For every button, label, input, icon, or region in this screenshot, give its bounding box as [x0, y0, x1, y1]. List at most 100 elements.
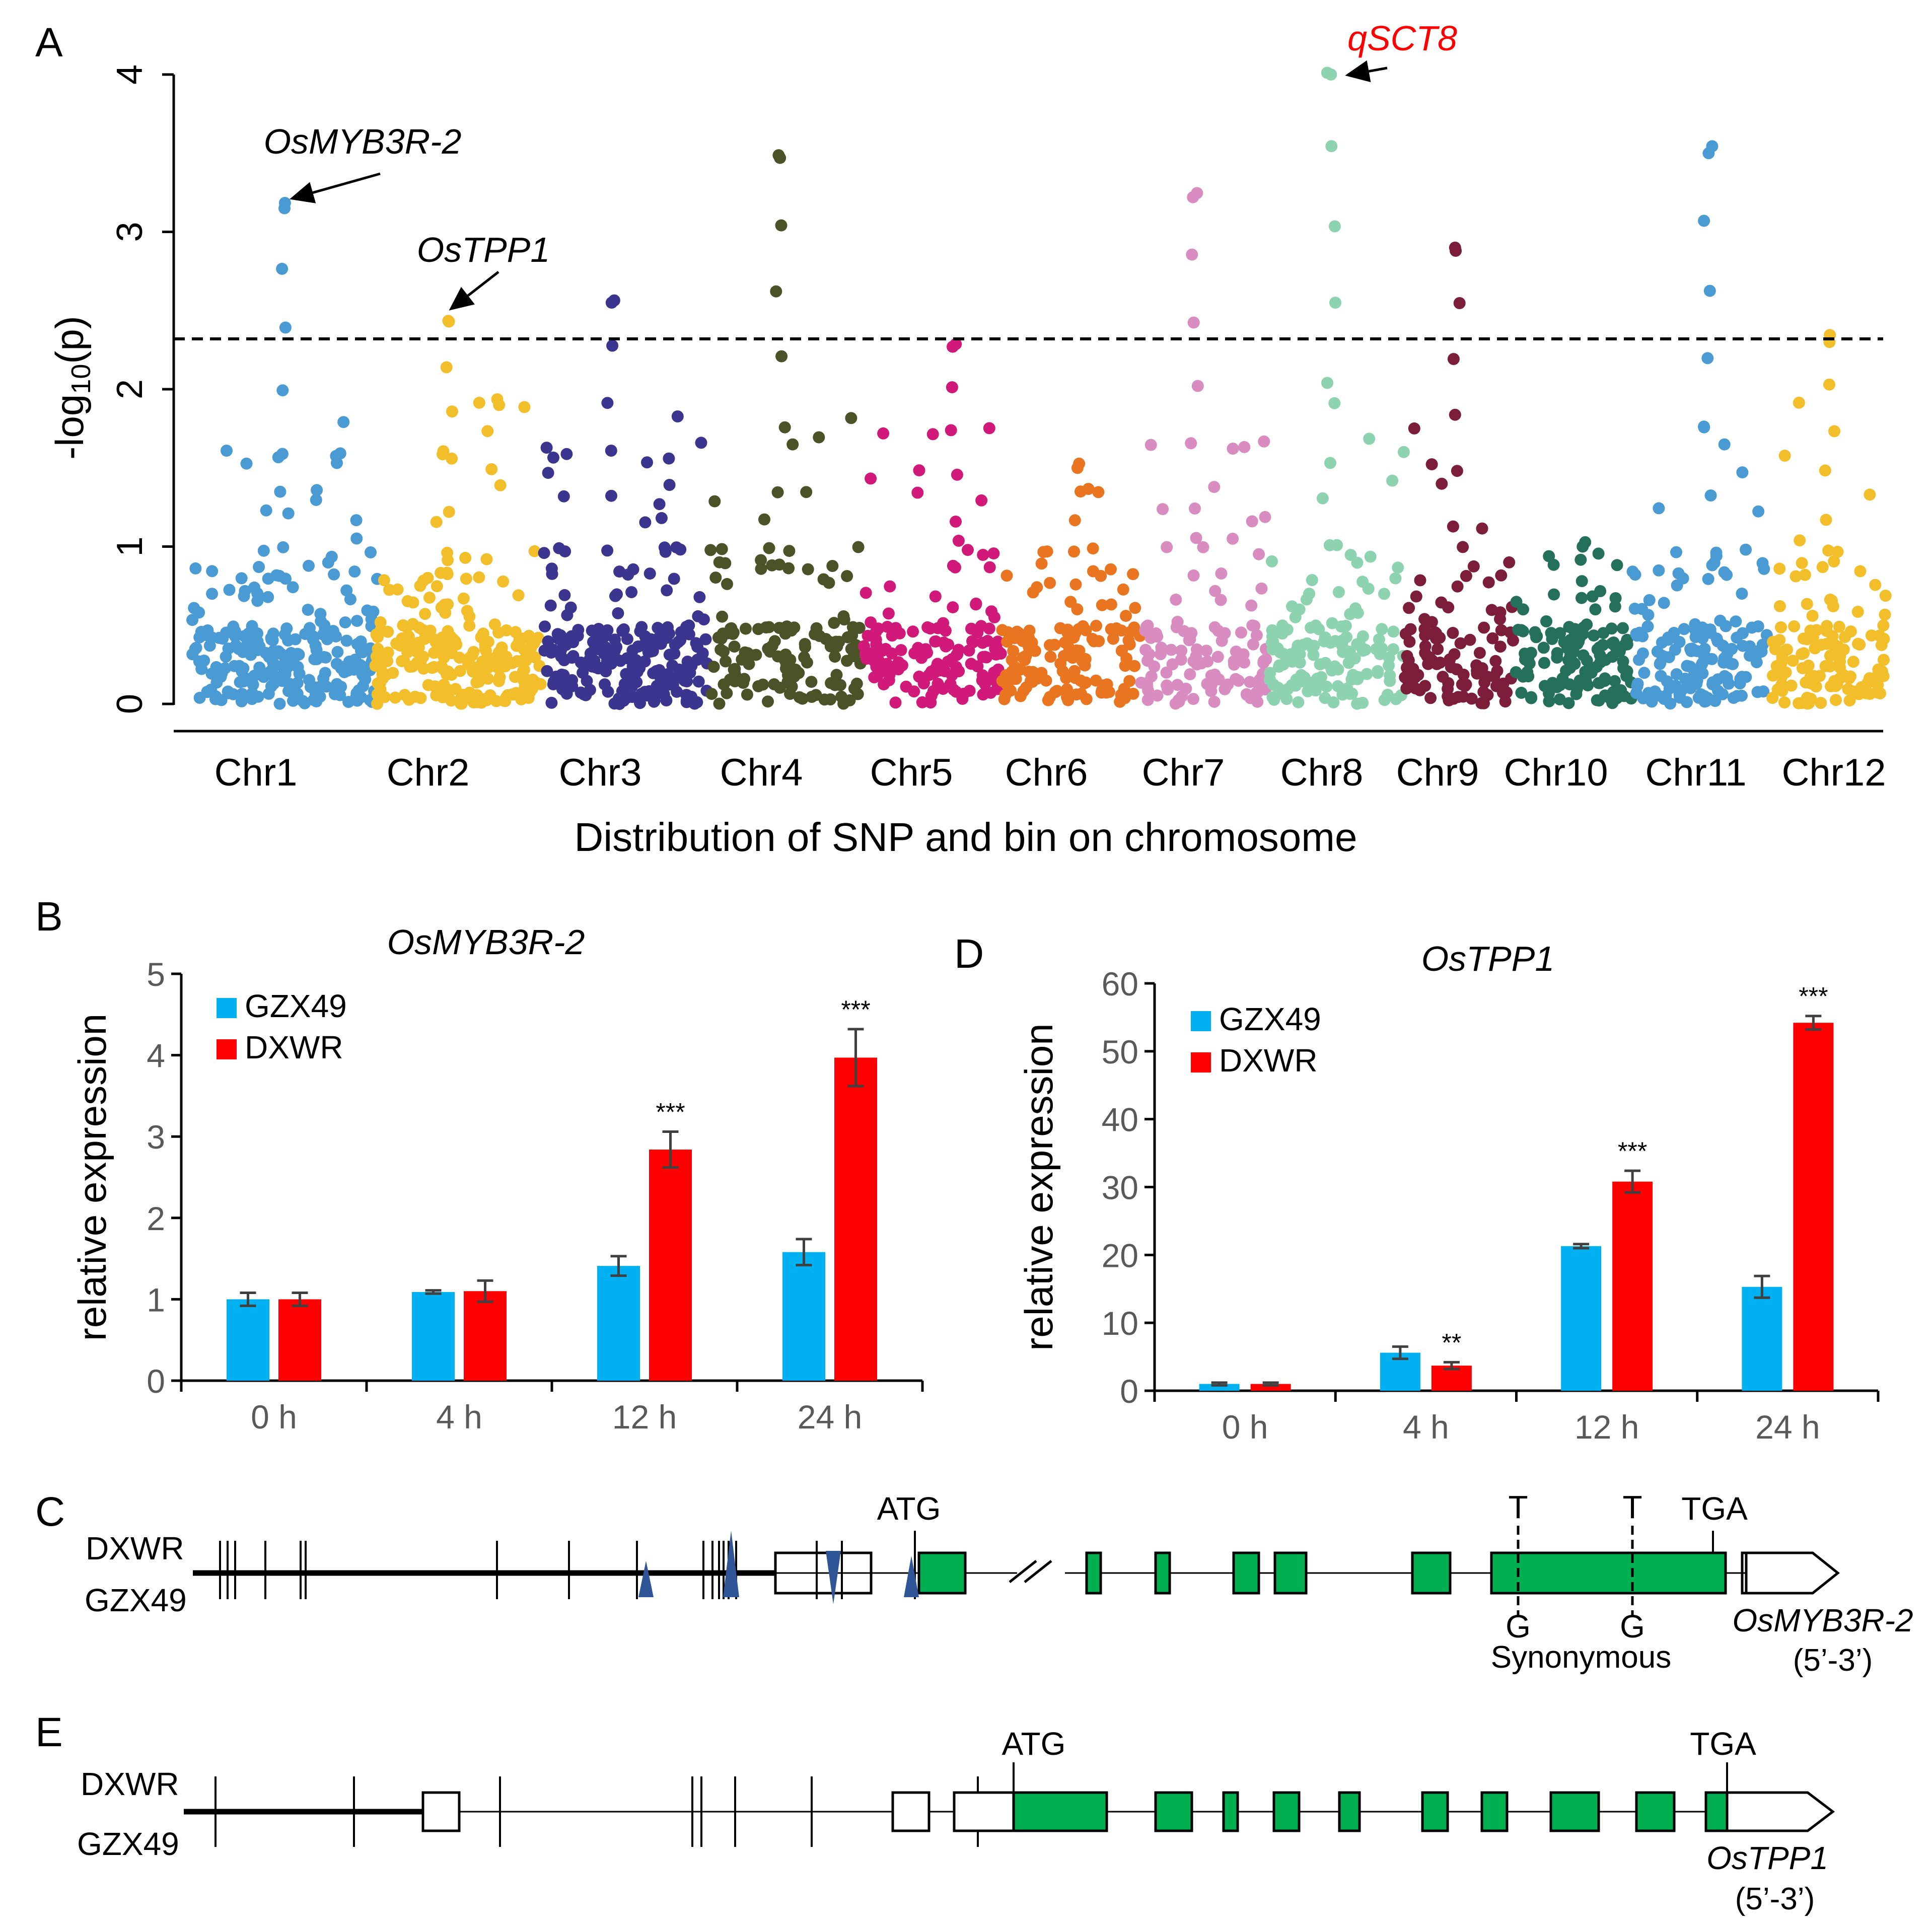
snp-point	[1799, 568, 1811, 581]
snp-point	[1054, 657, 1067, 670]
snp-point	[881, 620, 894, 633]
snp-point	[952, 534, 965, 547]
snp-point	[1830, 694, 1842, 706]
snp-point	[1310, 619, 1322, 632]
snp-point	[220, 651, 232, 663]
snp-point	[1877, 619, 1890, 632]
snp-point	[647, 689, 659, 701]
snp-point	[796, 692, 809, 705]
snp-point	[1390, 693, 1402, 705]
snp-point	[1227, 443, 1239, 455]
panel-label-e: E	[35, 1709, 63, 1755]
snp-point	[1654, 658, 1666, 670]
panel-label-b: B	[35, 894, 63, 940]
snp-point	[282, 507, 295, 520]
snp-point	[1329, 297, 1341, 309]
snp-point	[1860, 687, 1873, 699]
x-tick-label: Chr2	[387, 751, 470, 794]
snp-point	[653, 498, 666, 511]
snp-point	[782, 562, 795, 575]
snp-point	[883, 674, 895, 686]
snp-point	[1127, 568, 1139, 581]
snp-point	[790, 663, 802, 676]
snp-point	[1698, 690, 1710, 702]
snp-point	[189, 562, 202, 575]
gene-e-name: OsTPP1	[1706, 1840, 1828, 1876]
snp-point	[440, 361, 453, 374]
snp-point	[375, 623, 387, 636]
snp-point	[1803, 697, 1815, 709]
snp-point	[1068, 545, 1080, 558]
y-tick-label: 1	[147, 1281, 165, 1318]
snp-point	[407, 596, 419, 609]
snp-point	[1510, 596, 1523, 608]
snp-point	[1244, 692, 1257, 704]
snp-point	[983, 561, 996, 574]
snp-point	[1170, 593, 1182, 606]
snp-point	[1386, 474, 1399, 487]
y-tick-label: 3	[110, 222, 150, 242]
snp-point	[1491, 665, 1504, 677]
snp-point	[965, 658, 977, 670]
snp-point	[1853, 638, 1866, 651]
snp-point	[304, 622, 316, 634]
snp-point	[1794, 534, 1806, 547]
snp-point	[1228, 655, 1240, 668]
snp-point	[1215, 567, 1228, 580]
exons	[917, 1551, 1727, 1595]
snp-point	[1617, 622, 1629, 634]
snp-point	[1342, 657, 1355, 669]
snp-point	[246, 687, 258, 699]
snp-point	[1200, 645, 1212, 657]
snp-point	[951, 468, 963, 481]
snp-point	[1215, 634, 1228, 647]
y-tick-label: 30	[1102, 1169, 1138, 1206]
snp-point	[1486, 632, 1499, 645]
snp-point	[454, 665, 466, 677]
snp-point	[1250, 629, 1263, 641]
snp-point	[442, 625, 454, 637]
snp-point	[830, 669, 843, 681]
snp-point	[1148, 660, 1161, 673]
snp-point	[492, 675, 505, 687]
snp-point	[1515, 624, 1528, 636]
snp-point	[1543, 695, 1555, 707]
snp-point	[1129, 602, 1141, 614]
snp-point	[601, 624, 614, 636]
snp-point	[1790, 570, 1802, 583]
snp-point	[222, 685, 234, 698]
snp-point	[1631, 678, 1644, 690]
snp-point	[238, 630, 251, 642]
snp-point	[499, 660, 512, 673]
snp-point	[1160, 666, 1173, 679]
snp-point	[1209, 585, 1222, 597]
x-tick-label: Chr5	[870, 751, 953, 794]
snp-point	[1356, 630, 1369, 642]
snp-point	[289, 633, 302, 646]
snp-point	[780, 659, 793, 671]
snp-point	[441, 668, 453, 681]
snp-point	[1011, 625, 1023, 638]
snp-point	[987, 547, 1000, 560]
snp-point	[1788, 620, 1801, 632]
snp-point	[419, 608, 432, 620]
snp-point	[1482, 576, 1495, 589]
snp-point	[841, 570, 853, 583]
snp-point	[1139, 644, 1152, 656]
snp-point	[1670, 546, 1682, 558]
snp-point	[775, 219, 788, 232]
snp-point	[1419, 680, 1432, 692]
snp-point	[1581, 654, 1593, 667]
snp-point	[1246, 515, 1258, 528]
snp-point	[186, 614, 198, 626]
snp-point	[1259, 511, 1271, 523]
snp-point	[466, 649, 478, 662]
snp-point	[1629, 568, 1641, 581]
snp-point	[308, 653, 321, 666]
snp-point	[444, 645, 457, 657]
snp-point	[1730, 615, 1742, 628]
snp-point	[1374, 648, 1386, 661]
snp-point	[1878, 654, 1890, 666]
snp-point	[1161, 541, 1173, 553]
snp-point	[1588, 629, 1600, 642]
